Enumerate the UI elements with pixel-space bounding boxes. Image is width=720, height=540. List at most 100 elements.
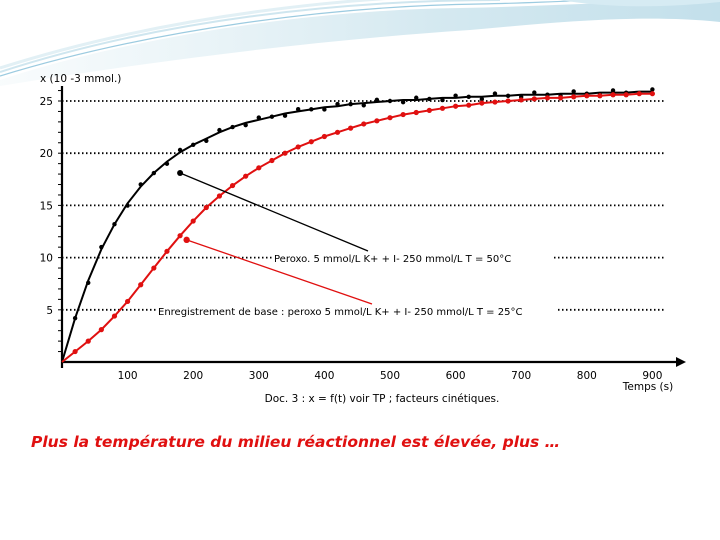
annotation-pointer-25c: [186, 239, 373, 305]
series-0-point: [427, 96, 432, 102]
series-0-point: [191, 142, 196, 148]
annotation-pointer-50c: [179, 172, 369, 252]
y-tick-label-5: 5: [46, 305, 53, 317]
series-1-point: [164, 248, 170, 254]
series-0-point: [86, 280, 91, 285]
series-1-point: [518, 97, 524, 103]
series-0-point: [453, 93, 458, 98]
series-0-point: [387, 98, 393, 104]
series-0-point: [295, 107, 301, 112]
series-0-point: [230, 124, 235, 130]
series-0-point: [348, 101, 353, 107]
series-1-point: [229, 182, 236, 189]
series-1-point: [400, 111, 406, 118]
series-1-point: [334, 129, 341, 135]
x-tick-label-100: 100: [118, 370, 138, 382]
series-0-point: [217, 127, 222, 133]
series-1-point: [361, 121, 367, 127]
series-0-point: [610, 88, 616, 93]
series-0-point: [125, 203, 130, 208]
series-0-point: [440, 97, 445, 103]
series-1-point: [374, 118, 380, 124]
series-0-point: [309, 107, 314, 112]
x-axis-title: Temps (s): [622, 381, 673, 393]
axis-labels: x (10 -3 mmol.) Temps (s) Doc. 3 : x = f…: [40, 73, 673, 405]
series-1-point: [505, 98, 511, 104]
series-1-point: [269, 157, 275, 164]
annotation-bg-50c: [272, 251, 554, 265]
series-0-point: [72, 315, 78, 321]
x-tick-label-900: 900: [642, 370, 662, 382]
series-1-point: [72, 348, 78, 355]
axes: [60, 86, 686, 368]
annotation-marker-25c: [183, 236, 190, 244]
series-0-point: [269, 114, 275, 119]
series-1-point: [466, 102, 472, 108]
y-tick-label-25: 25: [40, 96, 53, 108]
series-1-point: [636, 91, 642, 97]
series-0-point: [466, 94, 471, 100]
series-1-point: [85, 338, 91, 344]
series-line-1: [61, 92, 653, 363]
series-0-point: [479, 96, 485, 102]
slide-caption: Plus la température du milieu réactionne…: [31, 433, 561, 451]
y-tick-label-20: 20: [40, 148, 53, 160]
annotations: Peroxo. 5 mmol/L K+ + I- 250 mmol/L T = …: [156, 170, 558, 318]
y-tick-label-10: 10: [40, 253, 53, 265]
x-tick-label-400: 400: [314, 370, 334, 382]
x-axis-arrow: [676, 357, 686, 367]
series-0-point: [138, 182, 143, 187]
series-0-point: [650, 87, 655, 92]
series-1-point: [571, 94, 577, 100]
x-tick-label-800: 800: [577, 370, 597, 382]
x-tick-label-700: 700: [511, 370, 531, 382]
series-1-point: [177, 233, 183, 239]
series-1-point: [479, 100, 485, 106]
series-0-point: [361, 103, 366, 108]
series-1-point: [308, 139, 314, 145]
series-1-point: [531, 96, 537, 102]
series-0-point: [335, 101, 340, 107]
series-1-point: [216, 193, 223, 199]
series-0-point: [505, 93, 511, 98]
series-0-point: [374, 97, 380, 103]
annotation-bg-25c: [156, 304, 558, 318]
series-1-point: [98, 327, 104, 333]
series-0-point: [256, 115, 261, 120]
series-0-point: [151, 170, 157, 176]
series-0-point: [177, 147, 183, 153]
series-0-point: [492, 91, 498, 96]
series-1-point: [426, 107, 432, 113]
series-1-point: [387, 115, 393, 121]
annotation-50c: Peroxo. 5 mmol/L K+ + I- 250 mmol/L T = …: [274, 254, 511, 265]
series-0-point: [282, 113, 288, 118]
series-0-point: [204, 138, 209, 143]
series-1-point: [557, 95, 564, 101]
doc-caption: Doc. 3 : x = f(t) voir TP ; facteurs cin…: [265, 393, 500, 405]
x-tick-label-600: 600: [446, 370, 466, 382]
series-1-point: [190, 218, 196, 224]
series-0-point: [400, 99, 406, 105]
x-tick-label-300: 300: [249, 370, 269, 382]
x-tick-label-500: 500: [380, 370, 400, 382]
series-layer: [61, 87, 656, 363]
series-1-point: [295, 144, 301, 150]
series-1-point: [597, 93, 603, 99]
y-unit-label: x (10 -3 mmol.): [40, 73, 121, 85]
series-1-point: [111, 313, 118, 319]
series-1-point: [584, 93, 590, 99]
series-0-point: [532, 90, 537, 95]
series-1-point: [544, 95, 551, 101]
series-1-point: [610, 92, 616, 98]
series-1-point: [151, 265, 157, 271]
series-1-point: [413, 109, 419, 116]
series-0-point: [112, 221, 117, 227]
series-0-point: [243, 122, 248, 128]
series-1-point: [243, 173, 249, 179]
series-0-point: [414, 95, 419, 100]
series-1-point: [348, 125, 354, 131]
series-1-point: [453, 103, 459, 109]
x-tick-label-200: 200: [183, 370, 203, 382]
